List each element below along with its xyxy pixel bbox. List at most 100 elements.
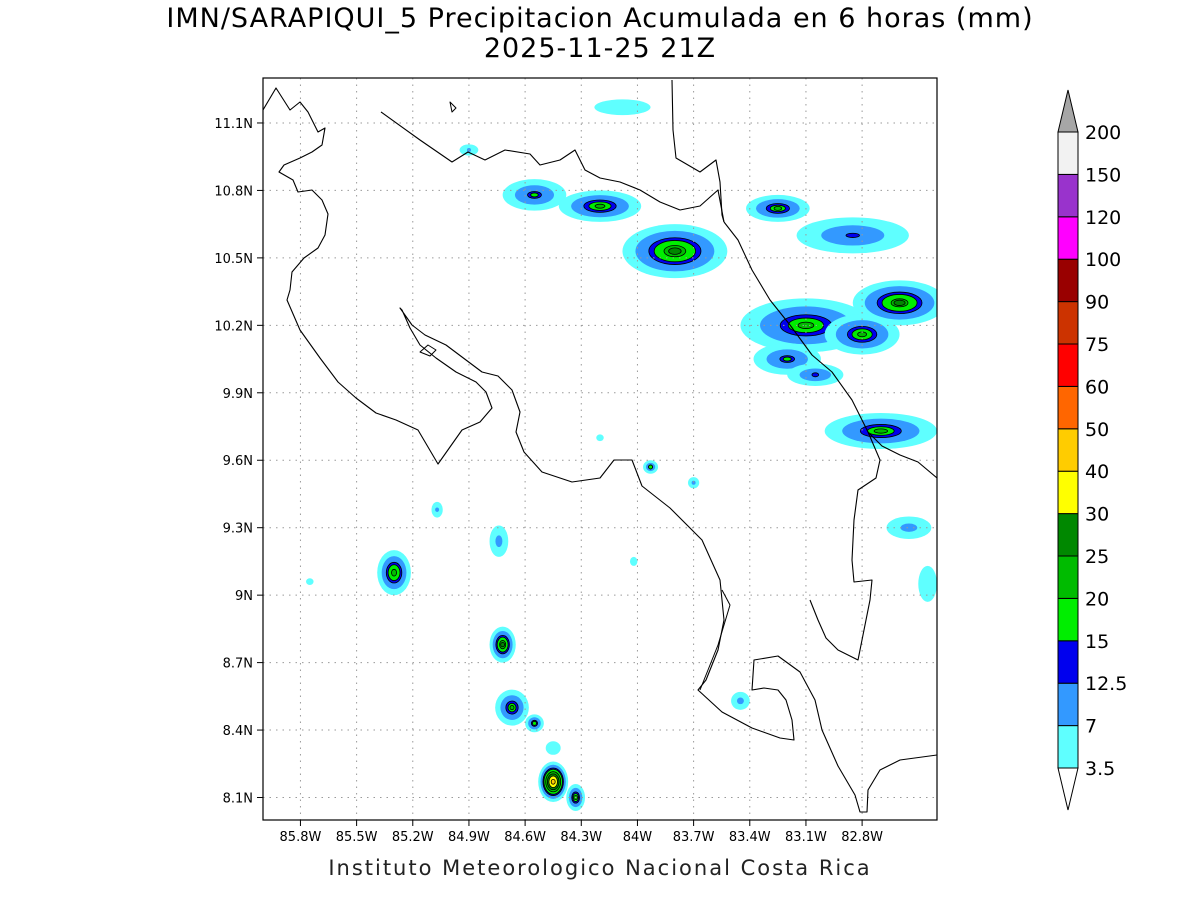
- colorbar-level-label: 30: [1085, 504, 1109, 526]
- colorbar-swatch: [1057, 725, 1079, 769]
- costa-rica-panama-border: [723, 221, 937, 479]
- precip-contour: [509, 705, 515, 711]
- colorbar-swatch: [1057, 682, 1079, 727]
- precip-cell: [489, 525, 509, 557]
- precip-cell: [377, 550, 411, 596]
- precip-cell: [796, 217, 909, 254]
- lon-tick-label: 84.3W: [560, 830, 602, 845]
- precip-contour: [668, 247, 682, 255]
- precip-contour: [532, 720, 537, 726]
- precip-contour: [545, 741, 561, 755]
- lat-tick-label: 8.7N: [223, 657, 253, 672]
- precip-contour: [873, 428, 888, 434]
- lon-tick-label: 83.1W: [785, 830, 827, 845]
- lat-tick-label: 10.2N: [214, 319, 253, 334]
- lat-tick-label: 8.4N: [223, 724, 253, 739]
- lon-tick-label: 83.7W: [673, 830, 715, 845]
- grid-lines: [263, 78, 937, 820]
- colorbar-below-triangle: [1057, 767, 1079, 811]
- colorbar-level-label: 3.5: [1085, 758, 1115, 780]
- precip-cell: [787, 363, 844, 387]
- coastline-borders: [263, 79, 937, 813]
- precip-cell: [495, 689, 529, 726]
- lat-tick-label: 10.8N: [214, 184, 253, 199]
- colorbar-swatch: [1057, 385, 1079, 430]
- precip-cell: [502, 179, 567, 211]
- precip-contour: [629, 556, 638, 566]
- lon-tick-label: 84.9W: [448, 830, 490, 845]
- precip-contour: [811, 372, 820, 378]
- lat-tick-label: 9.6N: [223, 454, 253, 469]
- lon-tick-label: 83.4W: [729, 830, 771, 845]
- precip-cell: [596, 434, 604, 442]
- longitude-tick-labels: 85.8W 85.5W 85.2W 84.9W 84.6W 84.3W 84W 83.7W 83…: [280, 820, 883, 845]
- precip-contour: [691, 480, 696, 485]
- colorbar-level-label: 100: [1085, 249, 1121, 271]
- colorbar-level-label: 150: [1085, 164, 1121, 186]
- colorbar-level-label: 7: [1085, 716, 1097, 738]
- colorbar-swatch: [1057, 301, 1079, 345]
- colorbar-level-label: 50: [1085, 419, 1109, 441]
- footer-credit: Instituto Meteorologico Nacional Costa R…: [328, 856, 872, 880]
- colorbar-swatch: [1057, 131, 1079, 175]
- lower-river: [699, 589, 731, 691]
- precip-cell: [687, 477, 700, 489]
- colorbar-level-label: 200: [1085, 122, 1121, 144]
- precip-contour: [530, 192, 539, 198]
- precip-contour: [773, 206, 783, 211]
- coastline-caribbean: [671, 79, 725, 223]
- lat-tick-label: 11.1N: [214, 117, 253, 132]
- precip-cell: [545, 741, 561, 755]
- precip-cell: [622, 224, 728, 279]
- colorbar-swatch: [1057, 555, 1079, 599]
- precip-contour: [594, 99, 651, 116]
- lon-tick-label: 85.2W: [392, 830, 434, 845]
- colorbar-swatch: [1057, 216, 1079, 260]
- precip-cell: [886, 516, 932, 539]
- precip-cell: [431, 501, 443, 518]
- colorbar-swatch: [1057, 428, 1079, 472]
- panama-caribbean-coast: [809, 431, 881, 661]
- colorbar-swatch: [1057, 513, 1079, 557]
- map-frame: [262, 77, 938, 821]
- colorbar-level-label: 12.5: [1085, 673, 1127, 695]
- colorbar-swatch: [1057, 470, 1079, 515]
- colorbar-swatch: [1057, 173, 1079, 218]
- colorbar-level-label: 20: [1085, 588, 1109, 610]
- precip-cell: [824, 413, 937, 449]
- colorbar-swatch: [1057, 343, 1079, 387]
- colorbar-level-label: 25: [1085, 546, 1109, 568]
- lon-tick-label: 85.5W: [336, 830, 378, 845]
- lon-tick-label: 85.8W: [280, 830, 322, 845]
- precip-cell: [852, 280, 937, 326]
- colorbar-level-label: 15: [1085, 631, 1109, 653]
- precip-contour: [900, 523, 918, 532]
- precip-contour: [918, 565, 937, 602]
- lon-tick-label: 84.6W: [504, 830, 546, 845]
- coastline-north-pacific: [263, 87, 937, 813]
- precip-contour: [782, 356, 792, 362]
- lon-tick-label: 84W: [623, 830, 653, 845]
- nicaragua-costa-rica-border: [380, 111, 725, 223]
- precip-cell: [824, 314, 900, 355]
- precip-contour: [550, 778, 556, 785]
- precip-contour: [391, 568, 397, 577]
- precip-cell: [306, 578, 314, 586]
- colorbar-level-label: 40: [1085, 461, 1109, 483]
- precip-cell: [525, 714, 544, 733]
- precip-cell: [489, 626, 516, 663]
- precip-cell: [594, 99, 651, 116]
- lat-tick-label: 9N: [235, 589, 253, 604]
- lon-tick-label: 82.8W: [841, 830, 883, 845]
- lat-tick-label: 10.5N: [214, 252, 253, 267]
- precip-contour: [306, 578, 314, 586]
- latitude-tick-labels: 11.1N 10.8N 10.5N 10.2N 9.9N 9.6N 9.3N 9N 8.7N 8.…: [214, 117, 263, 807]
- precip-contour: [893, 299, 906, 306]
- lat-tick-label: 8.1N: [223, 792, 253, 807]
- colorbar-level-label: 90: [1085, 292, 1109, 314]
- colorbar-swatch: [1057, 597, 1079, 642]
- precip-contour: [648, 464, 653, 470]
- precip-cell: [538, 761, 569, 803]
- precip-contour: [736, 697, 744, 705]
- colorbar-legend: 3.5 7 12.5 15 20 25 30 40 50 60 75 90 100 120 150 200: [1057, 89, 1127, 811]
